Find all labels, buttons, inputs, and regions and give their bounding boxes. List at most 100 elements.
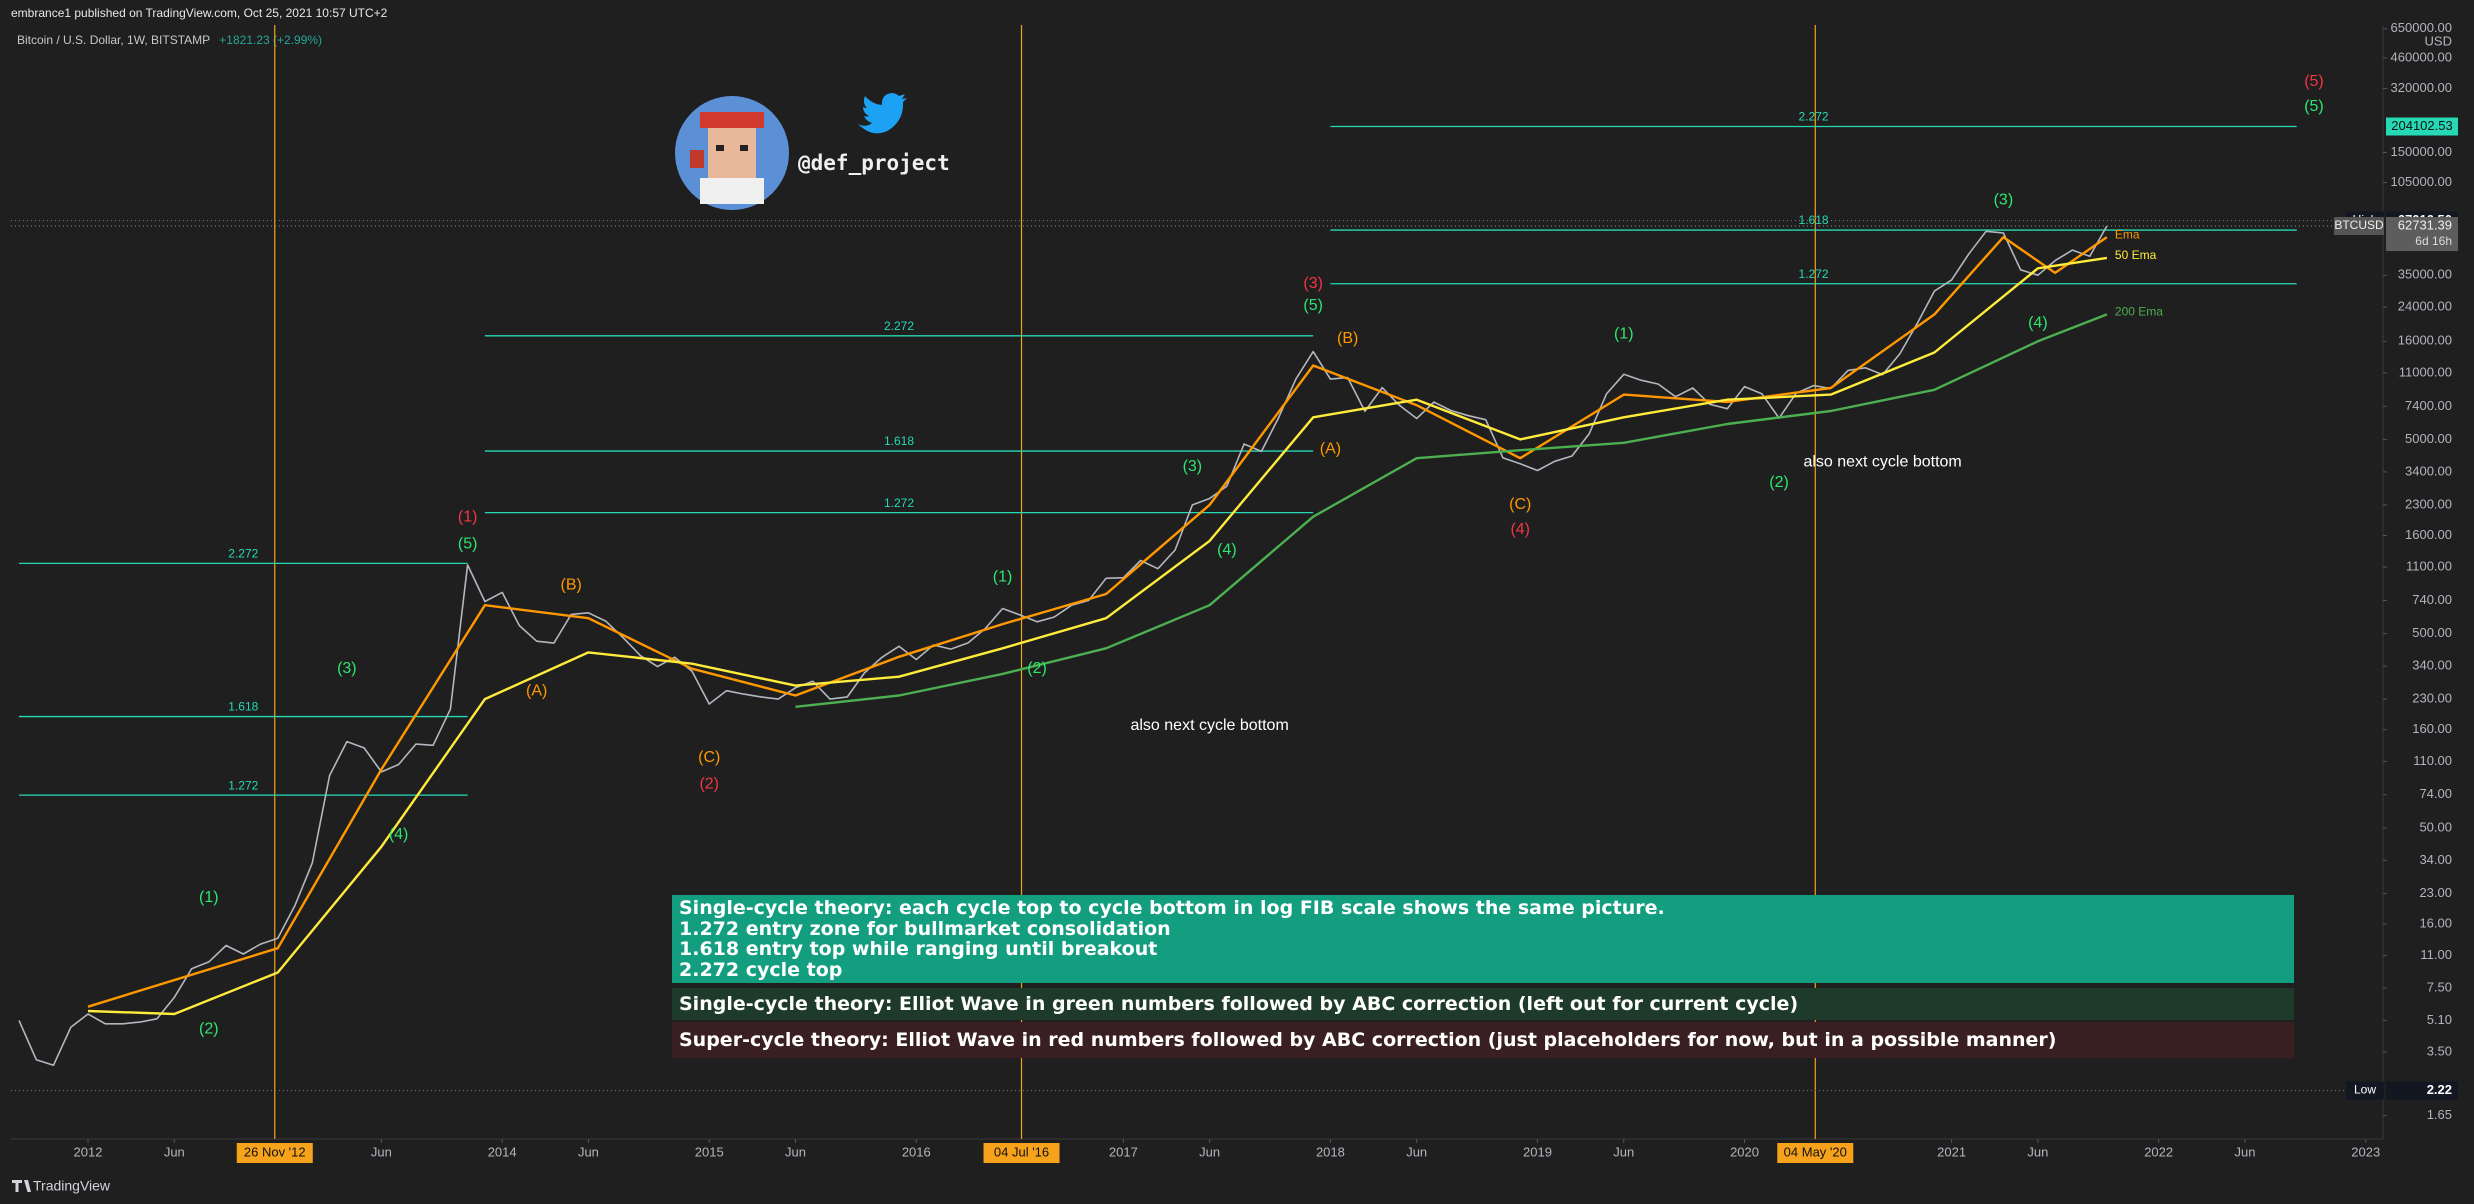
wave-label: (3) bbox=[1994, 191, 2014, 208]
series-label: 50 Ema bbox=[2115, 248, 2157, 262]
halving-label: 04 Jul '16 bbox=[994, 1144, 1049, 1159]
wave-label: (C) bbox=[1509, 496, 1531, 513]
twitter-handle: @def_project bbox=[798, 151, 950, 175]
x-tick-label: Jun bbox=[371, 1144, 392, 1159]
wave-label: (C) bbox=[698, 749, 720, 766]
wave-label: also next cycle bottom bbox=[1803, 453, 1961, 470]
price-tag-name-bg bbox=[2346, 1081, 2384, 1100]
note-box: Single-cycle theory: each cycle top to c… bbox=[672, 895, 2294, 983]
brand-name: TradingView bbox=[33, 1178, 111, 1194]
y-tick-label: 740.00 bbox=[2412, 592, 2452, 607]
y-tick-label: 3400.00 bbox=[2405, 463, 2452, 478]
y-tick-label: 320000.00 bbox=[2391, 80, 2452, 95]
y-tick-label: 24000.00 bbox=[2398, 299, 2452, 314]
wave-label: (5) bbox=[458, 535, 478, 552]
ema-line bbox=[795, 313, 2108, 708]
x-tick-label: 2015 bbox=[695, 1144, 724, 1159]
avatar-eye bbox=[716, 145, 724, 151]
fib-label: 2.272 bbox=[228, 547, 258, 561]
halving-label-bg bbox=[236, 1143, 313, 1163]
wave-label: (A) bbox=[526, 682, 547, 699]
y-tick-label: 16000.00 bbox=[2398, 333, 2452, 348]
fib-price-tag-bg bbox=[2386, 117, 2458, 136]
y-tick-label: 35000.00 bbox=[2398, 267, 2452, 282]
price-tag-name: Low bbox=[2354, 1083, 2376, 1097]
x-tick-label: 2023 bbox=[2351, 1144, 2380, 1159]
y-tick-label: 110.00 bbox=[2413, 753, 2452, 768]
fib-label: 1.618 bbox=[884, 434, 914, 448]
wave-label: (A) bbox=[1320, 441, 1341, 458]
series-label: Ema bbox=[2115, 227, 2140, 241]
y-tick-label: 1600.00 bbox=[2405, 527, 2452, 542]
avatar-headband bbox=[700, 112, 764, 128]
avatar-glove bbox=[690, 150, 704, 168]
note-line: Single-cycle theory: each cycle top to c… bbox=[679, 897, 1665, 919]
wave-label: (2) bbox=[199, 1020, 219, 1037]
x-tick-label: Jun bbox=[578, 1144, 599, 1159]
wave-label: (3) bbox=[1183, 458, 1203, 475]
y-tick-label: 7.50 bbox=[2427, 979, 2452, 994]
note-line: 2.272 cycle top bbox=[679, 958, 843, 981]
wave-label: (4) bbox=[389, 826, 409, 843]
wave-label: (5) bbox=[2304, 98, 2324, 115]
fib-label: 1.272 bbox=[1799, 267, 1829, 281]
x-tick-label: Jun bbox=[164, 1144, 185, 1159]
fib-label: 1.272 bbox=[884, 496, 914, 510]
wave-label: (1) bbox=[199, 889, 219, 906]
y-tick-label: 74.00 bbox=[2419, 786, 2452, 801]
last-price-name-bg bbox=[2334, 217, 2384, 236]
wave-label: (5) bbox=[2304, 73, 2324, 90]
y-tick-label: 340.00 bbox=[2412, 658, 2452, 673]
last-price-bg bbox=[2386, 217, 2458, 252]
wave-label: (5) bbox=[1303, 297, 1323, 314]
y-tick-label: 11000.00 bbox=[2399, 364, 2452, 379]
x-tick-label: Jun bbox=[1199, 1144, 1220, 1159]
avatar bbox=[675, 96, 789, 210]
wave-label: (2) bbox=[1769, 474, 1789, 491]
y-tick-label: 50.00 bbox=[2419, 819, 2452, 834]
x-tick-label: 2014 bbox=[488, 1144, 517, 1159]
x-tick-label: Jun bbox=[2234, 1144, 2255, 1159]
x-tick-label: Jun bbox=[1613, 1144, 1634, 1159]
y-tick-label: 2300.00 bbox=[2405, 496, 2452, 511]
y-tick-label: 7400.00 bbox=[2405, 398, 2452, 413]
note-box: Super-cycle theory: Elliot Wave in red n… bbox=[672, 1022, 2294, 1058]
series-label: 200 Ema bbox=[2115, 305, 2163, 319]
ema-line bbox=[87, 256, 2108, 1016]
fib-price-tag: 204102.53 bbox=[2391, 118, 2452, 133]
wave-label: (3) bbox=[1303, 275, 1323, 292]
wave-label: (2) bbox=[1027, 660, 1047, 677]
y-tick-label: 11.00 bbox=[2420, 947, 2452, 962]
avatar-face bbox=[708, 128, 756, 178]
price-tag-value: 2.22 bbox=[2427, 1082, 2452, 1097]
halving-label-bg bbox=[983, 1143, 1060, 1163]
last-price-countdown: 6d 16h bbox=[2415, 234, 2452, 248]
wave-label: (1) bbox=[458, 509, 478, 526]
x-tick-label: Jun bbox=[785, 1144, 806, 1159]
y-tick-label: 1100.00 bbox=[2406, 559, 2452, 574]
y-tick-label: 5.10 bbox=[2427, 1012, 2452, 1027]
last-price-name: BTCUSD bbox=[2334, 218, 2384, 232]
fib-label: 2.272 bbox=[1799, 110, 1829, 124]
note-box: Single-cycle theory: Elliot Wave in gree… bbox=[672, 988, 2294, 1020]
wave-label: (4) bbox=[1217, 542, 1237, 559]
fib-label: 1.618 bbox=[228, 700, 258, 714]
y-tick-label: 16.00 bbox=[2419, 915, 2452, 930]
halving-label: 26 Nov '12 bbox=[244, 1144, 306, 1159]
wave-label: (4) bbox=[2028, 315, 2048, 332]
note-line: 1.272 entry zone for bullmarket consolid… bbox=[679, 917, 1171, 940]
y-tick-label: 460000.00 bbox=[2391, 49, 2452, 64]
avatar-shirt bbox=[700, 178, 764, 204]
x-tick-label: Jun bbox=[2027, 1144, 2048, 1159]
y-tick-label: 105000.00 bbox=[2391, 174, 2452, 189]
y-tick-label: 650000.00 bbox=[2391, 20, 2452, 35]
x-tick-label: 2020 bbox=[1730, 1144, 1759, 1159]
brand-logo bbox=[12, 1180, 31, 1192]
wave-label: (B) bbox=[1337, 330, 1358, 347]
x-tick-label: 2021 bbox=[1937, 1144, 1966, 1159]
wave-label: (3) bbox=[337, 660, 357, 677]
symbol-title: Bitcoin / U.S. Dollar, 1W, BITSTAMP bbox=[17, 33, 210, 47]
wave-label: (1) bbox=[1614, 325, 1634, 342]
y-tick-label: 160.00 bbox=[2412, 721, 2452, 736]
wave-label: (B) bbox=[561, 576, 582, 593]
